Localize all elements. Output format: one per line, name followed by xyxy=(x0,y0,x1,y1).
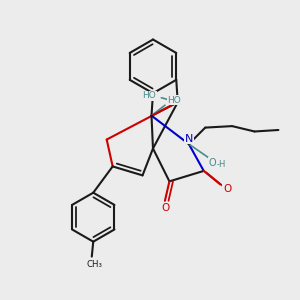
Text: CH₃: CH₃ xyxy=(87,260,103,268)
Text: -H: -H xyxy=(217,160,226,169)
Text: HO: HO xyxy=(167,96,181,105)
Text: N: N xyxy=(184,134,193,144)
Text: O: O xyxy=(223,184,231,194)
Text: HO: HO xyxy=(142,91,156,100)
Text: O: O xyxy=(162,202,170,213)
Text: O: O xyxy=(208,158,216,167)
